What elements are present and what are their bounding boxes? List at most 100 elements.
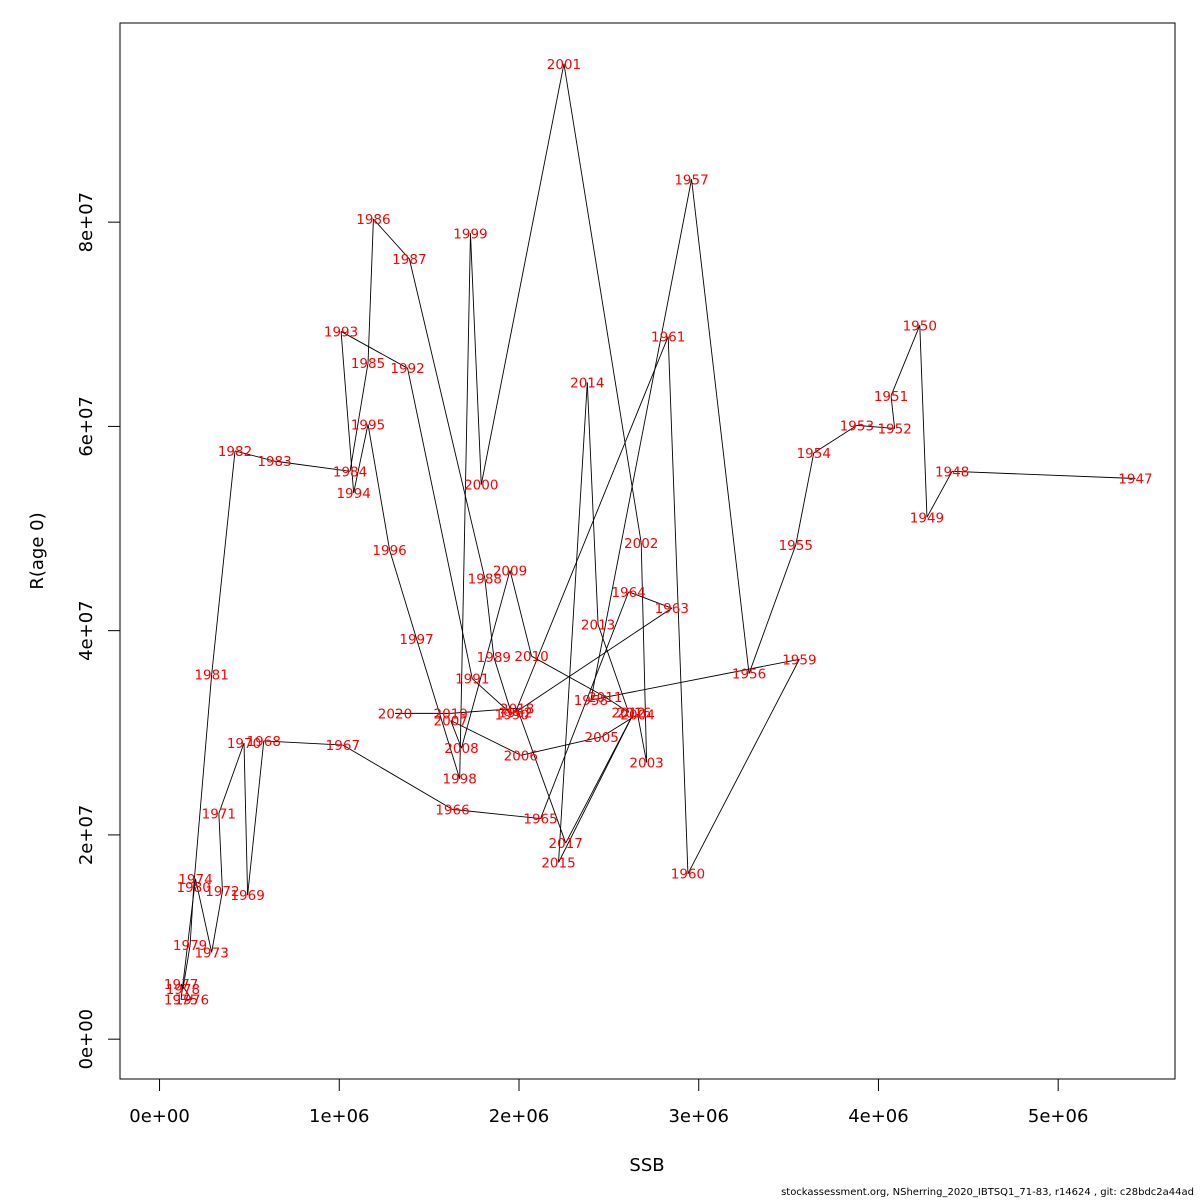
point-label-1955: 1955 xyxy=(779,538,813,554)
point-label-1988: 1988 xyxy=(468,572,502,588)
path-segment-1996-1997 xyxy=(389,549,417,639)
path-segment-1971-1972 xyxy=(218,813,223,892)
path-segment-1970-1971 xyxy=(218,742,245,814)
point-label-1989: 1989 xyxy=(477,650,511,666)
path-segment-2018-2019 xyxy=(450,707,518,714)
path-segment-1965-1966 xyxy=(452,808,541,820)
point-label-1968: 1968 xyxy=(247,734,281,750)
path-segment-1969-1970 xyxy=(243,742,249,896)
y-tick-label: 6e+07 xyxy=(76,396,97,457)
point-label-1997: 1997 xyxy=(399,632,433,648)
point-label-1984: 1984 xyxy=(333,464,367,480)
path-segment-1989-1990 xyxy=(493,657,513,715)
point-label-2015: 2015 xyxy=(541,855,575,871)
point-label-1985: 1985 xyxy=(351,356,385,372)
point-label-2010: 2010 xyxy=(514,649,548,665)
path-segment-1953-1954 xyxy=(813,425,858,454)
path-segment-1983-1984 xyxy=(274,460,351,472)
path-segment-2009-2010 xyxy=(509,570,533,657)
path-segment-2006-2007 xyxy=(450,720,521,756)
path-segment-1958-1959 xyxy=(590,658,800,701)
point-label-1961: 1961 xyxy=(651,330,685,346)
path-segment-2012-2013 xyxy=(597,624,630,713)
point-label-1959: 1959 xyxy=(782,652,816,668)
path-segment-1993-1994 xyxy=(340,331,355,493)
point-label-1978: 1978 xyxy=(166,982,200,998)
path-segment-1992-1993 xyxy=(340,331,408,369)
point-label-1996: 1996 xyxy=(372,543,406,559)
point-label-1951: 1951 xyxy=(874,389,908,405)
path-segment-1962-1963 xyxy=(515,607,673,713)
path-segment-1981-1982 xyxy=(211,450,236,675)
path-segment-1986-1987 xyxy=(373,218,410,260)
point-label-1976: 1976 xyxy=(175,992,209,1008)
point-label-1971: 1971 xyxy=(202,806,236,822)
path-segment-1954-1955 xyxy=(795,452,815,545)
point-label-1964: 1964 xyxy=(611,585,645,601)
path-segment-1949-1950 xyxy=(919,325,928,518)
point-label-1975: 1975 xyxy=(164,992,198,1008)
path-segment-2000-2001 xyxy=(480,63,565,485)
point-label-2002: 2002 xyxy=(624,536,658,552)
point-label-2017: 2017 xyxy=(549,836,583,852)
point-label-2019: 2019 xyxy=(434,706,468,722)
path-segment-2007-2008 xyxy=(450,720,462,749)
path-segment-2010-2011 xyxy=(531,655,606,698)
point-label-1950: 1950 xyxy=(903,318,937,334)
point-label-2008: 2008 xyxy=(444,741,478,757)
point-label-1957: 1957 xyxy=(674,172,708,188)
x-axis-title: SSB xyxy=(629,1155,664,1176)
path-segment-2013-2014 xyxy=(586,382,599,625)
path-segment-1956-1957 xyxy=(691,179,750,674)
point-label-2001: 2001 xyxy=(547,57,581,73)
point-label-2013: 2013 xyxy=(581,618,615,634)
path-segment-1979-1980 xyxy=(189,886,195,946)
y-tick-label: 4e+07 xyxy=(76,600,97,661)
point-label-1981: 1981 xyxy=(194,668,228,684)
path-segment-1972-1973 xyxy=(211,891,223,953)
point-label-2004: 2004 xyxy=(620,707,654,723)
path-segment-1978-1979 xyxy=(182,945,191,990)
path-segment-2011-2012 xyxy=(605,696,629,713)
point-label-1974: 1974 xyxy=(178,872,212,888)
point-label-1953: 1953 xyxy=(840,418,874,434)
path-segment-2017-2018 xyxy=(516,708,567,844)
point-label-1973: 1973 xyxy=(194,945,228,961)
x-tick-label: 2e+06 xyxy=(489,1106,550,1127)
path-segment-1947-1948 xyxy=(952,470,1136,479)
point-label-1958: 1958 xyxy=(574,693,608,709)
point-label-1948: 1948 xyxy=(935,464,969,480)
point-label-2005: 2005 xyxy=(584,730,618,746)
path-segment-2003-2004 xyxy=(637,714,648,763)
path-segment-1966-1967 xyxy=(342,744,453,810)
path-segment-1991-1992 xyxy=(407,368,473,679)
point-label-2000: 2000 xyxy=(464,478,498,494)
point-label-1947: 1947 xyxy=(1118,471,1152,487)
point-label-1949: 1949 xyxy=(910,510,944,526)
point-label-2016: 2016 xyxy=(617,705,651,721)
point-label-2018: 2018 xyxy=(500,701,534,717)
point-label-2007: 2007 xyxy=(434,714,468,730)
point-label-2011: 2011 xyxy=(588,690,622,706)
path-segment-1950-1951 xyxy=(890,325,921,396)
x-tick-label: 4e+06 xyxy=(848,1106,909,1127)
path-segment-1980-1981 xyxy=(193,674,213,888)
point-label-1982: 1982 xyxy=(218,444,252,460)
path-segment-2008-2009 xyxy=(461,570,511,749)
path-segment-1960-1961 xyxy=(667,336,689,874)
path-segment-2002-2003 xyxy=(640,542,648,763)
point-label-2012: 2012 xyxy=(611,705,645,721)
x-axis: 0e+00 1e+06 2e+06 3e+06 4e+06 5e+06 xyxy=(129,1078,1088,1127)
path-segment-1959-1960 xyxy=(687,659,800,874)
point-label-1999: 1999 xyxy=(453,226,487,242)
path-segment-1964-1965 xyxy=(540,591,630,819)
path-segment-1982-1983 xyxy=(234,450,275,462)
point-label-2014: 2014 xyxy=(570,375,604,391)
point-label-1960: 1960 xyxy=(671,867,705,883)
path-segment-1951-1952 xyxy=(890,395,896,429)
path-segment-1963-1964 xyxy=(628,591,672,609)
point-label-1990: 1990 xyxy=(495,707,529,723)
path-segment-1948-1949 xyxy=(926,471,953,518)
point-label-1967: 1967 xyxy=(326,738,360,754)
